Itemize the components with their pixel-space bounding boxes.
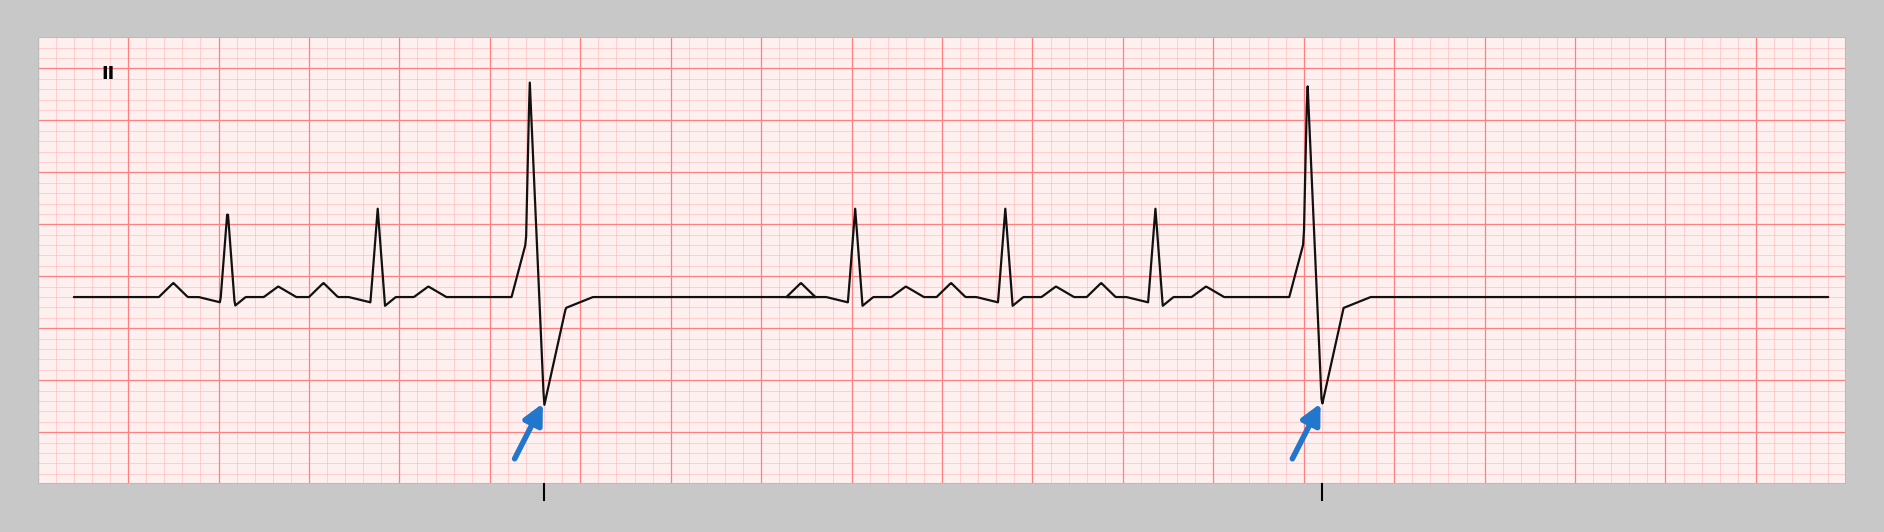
- Text: II: II: [102, 65, 115, 83]
